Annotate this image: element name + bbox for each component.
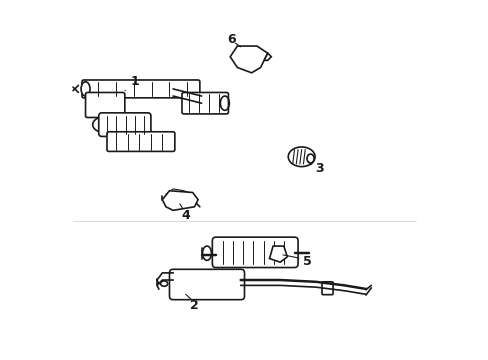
Polygon shape bbox=[230, 46, 267, 73]
FancyBboxPatch shape bbox=[322, 282, 332, 295]
FancyBboxPatch shape bbox=[169, 269, 244, 300]
Text: 6: 6 bbox=[227, 33, 236, 46]
FancyBboxPatch shape bbox=[182, 93, 228, 114]
FancyBboxPatch shape bbox=[212, 237, 298, 267]
FancyBboxPatch shape bbox=[82, 80, 200, 98]
FancyBboxPatch shape bbox=[85, 93, 124, 117]
Polygon shape bbox=[264, 53, 271, 60]
Text: 5: 5 bbox=[302, 255, 311, 268]
Ellipse shape bbox=[81, 82, 90, 96]
Ellipse shape bbox=[93, 116, 124, 134]
FancyBboxPatch shape bbox=[99, 113, 151, 136]
Text: 2: 2 bbox=[190, 298, 199, 311]
Polygon shape bbox=[269, 246, 287, 262]
Polygon shape bbox=[162, 191, 198, 210]
FancyBboxPatch shape bbox=[107, 132, 175, 152]
Text: 3: 3 bbox=[315, 162, 323, 175]
Text: 1: 1 bbox=[125, 75, 139, 91]
Text: 4: 4 bbox=[181, 208, 189, 221]
